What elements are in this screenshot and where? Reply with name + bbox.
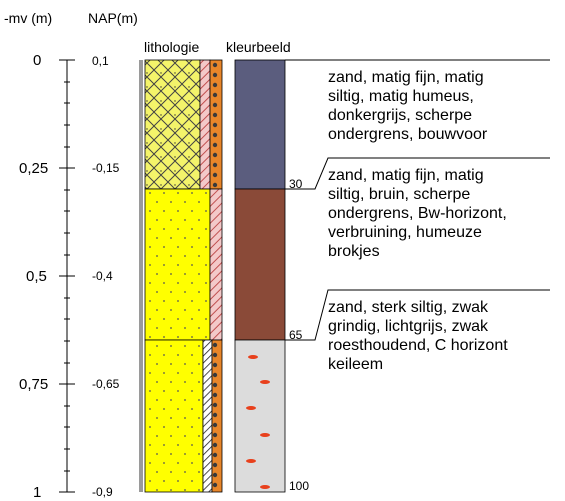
depth-nap-label: -0,15 bbox=[92, 161, 120, 175]
rust-mottle bbox=[248, 355, 258, 359]
lithology-layer-1-humus bbox=[209, 59, 223, 190]
depth-mv-label: 0,75 bbox=[19, 376, 49, 393]
lithology-layer-3-gravel bbox=[211, 339, 223, 493]
layer-3-description: zand, sterk siltig, zwak grindig, lichtg… bbox=[328, 299, 508, 373]
depth-nap-label: -0,9 bbox=[92, 485, 113, 499]
depth-mv-label: 0 bbox=[33, 52, 42, 69]
rust-mottle bbox=[260, 380, 270, 384]
lithology-layer-3-sand bbox=[144, 339, 204, 493]
layer-2-description: zand, matig fijn, matig siltig, bruin, s… bbox=[328, 167, 507, 260]
rust-mottle bbox=[260, 433, 270, 437]
lithology-header: lithologie bbox=[144, 39, 200, 55]
lithology-layer-1-sand-humic bbox=[144, 59, 201, 190]
color-header: kleurbeeld bbox=[226, 39, 291, 55]
color-layer-1 bbox=[234, 59, 286, 190]
depth-mv-label: 0,25 bbox=[19, 160, 49, 177]
depth-mv-header: -mv (m) bbox=[4, 10, 53, 26]
lithology-layer-2-silt bbox=[209, 188, 223, 341]
depth-mv-label: 0,5 bbox=[26, 268, 47, 285]
layer-1-bottom-label: 30 bbox=[289, 177, 303, 191]
rust-mottle bbox=[246, 406, 256, 410]
depth-mv-label: 1 bbox=[33, 484, 42, 501]
color-layer-2 bbox=[234, 188, 286, 341]
layer-1-description: zand, matig fijn, matig siltig, matig hu… bbox=[328, 69, 488, 143]
rust-mottle bbox=[246, 459, 256, 463]
lithology-layer-3-silt bbox=[202, 339, 213, 493]
lithology-column bbox=[139, 59, 223, 493]
depth-nap-label: 0,1 bbox=[92, 54, 109, 68]
depth-axis-ticks bbox=[59, 59, 75, 493]
lithology-shadow-bar bbox=[139, 60, 143, 492]
color-column bbox=[234, 59, 286, 493]
color-layer-3 bbox=[234, 339, 286, 493]
depth-nap-label: -0,4 bbox=[92, 269, 113, 283]
layer-3-bottom-label: 100 bbox=[289, 479, 310, 493]
depth-nap-label: -0,65 bbox=[92, 377, 120, 391]
layer-2-bottom-label: 65 bbox=[289, 328, 303, 342]
rust-mottle bbox=[260, 485, 270, 489]
lithology-layer-2-sand bbox=[144, 188, 211, 341]
rust-mottles bbox=[246, 355, 270, 489]
leader-line-layer-3 bbox=[285, 289, 550, 341]
depth-nap-header: NAP(m) bbox=[88, 10, 138, 26]
lithology-layer-1-silt bbox=[199, 59, 211, 190]
leader-line-layer-2 bbox=[285, 157, 550, 190]
layer-leader-lines bbox=[285, 59, 550, 341]
